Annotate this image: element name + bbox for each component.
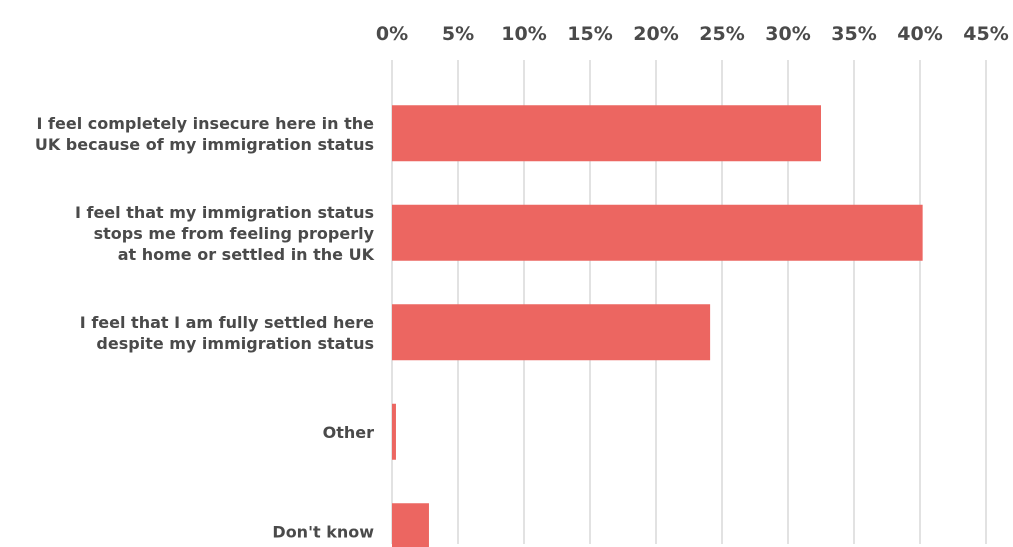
bar-0: [392, 105, 821, 161]
bar-4: [392, 503, 429, 547]
category-label-1: I feel that my immigration status stops m…: [75, 203, 375, 264]
x-axis-tick-labels: 0% 5% 10% 15% 20% 25% 30% 35% 40% 45%: [376, 23, 1009, 45]
category-label-0: I feel completely insecure here in the UK…: [35, 114, 374, 154]
x-tick-label: 10%: [501, 23, 546, 45]
category-label-3: Other: [323, 423, 374, 442]
x-tick-label: 25%: [699, 23, 744, 45]
category-label-line: stops me from feeling properly: [94, 224, 375, 243]
x-tick-label: 40%: [897, 23, 942, 45]
x-tick-label: 5%: [442, 23, 474, 45]
category-label-line: I feel completely insecure here in the: [37, 114, 375, 133]
category-label-2: I feel that I am fully settled here despi…: [80, 313, 374, 353]
category-labels: I feel completely insecure here in the UK…: [35, 114, 375, 542]
x-tick-label: 30%: [765, 23, 810, 45]
x-tick-label: 20%: [633, 23, 678, 45]
category-label-line: UK because of my immigration status: [35, 135, 374, 154]
category-label-line: Don't know: [272, 522, 374, 541]
category-label-line: I feel that my immigration status: [75, 203, 374, 222]
x-tick-label: 45%: [963, 23, 1008, 45]
category-label-line: at home or settled in the UK: [118, 245, 375, 264]
bars: [392, 105, 923, 547]
bar-3: [392, 404, 396, 460]
category-label-line: despite my immigration status: [96, 334, 374, 353]
category-label-4: Don't know: [272, 522, 374, 541]
bar-2: [392, 304, 710, 360]
category-label-line: I feel that I am fully settled here: [80, 313, 374, 332]
x-tick-label: 15%: [567, 23, 612, 45]
x-tick-label: 0%: [376, 23, 408, 45]
bar-1: [392, 205, 923, 261]
category-label-line: Other: [323, 423, 374, 442]
x-tick-label: 35%: [831, 23, 876, 45]
